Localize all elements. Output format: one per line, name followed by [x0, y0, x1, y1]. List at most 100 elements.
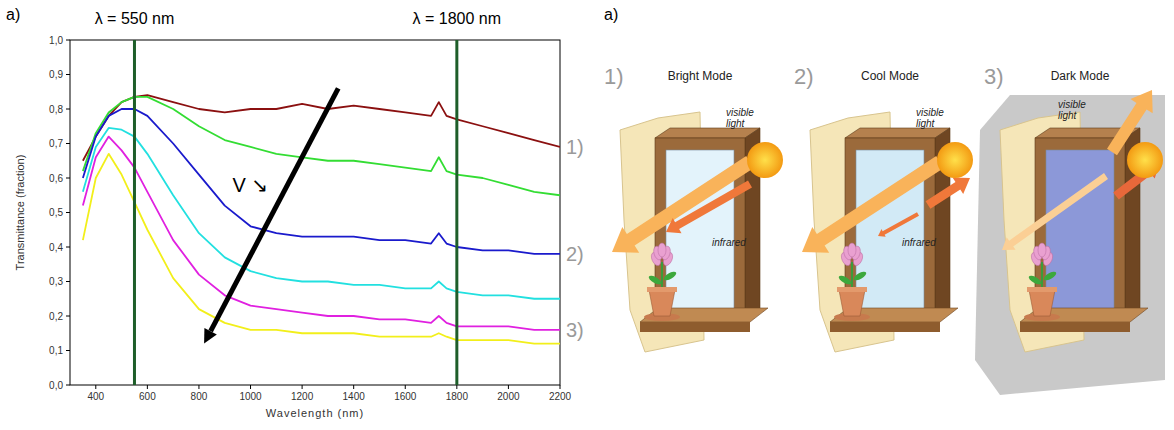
x-tick — [353, 385, 354, 389]
reference-label: λ = 550 nm — [95, 10, 175, 27]
light-arrow — [612, 156, 754, 253]
pot — [649, 290, 675, 316]
y-tick — [66, 316, 70, 317]
leaf — [662, 270, 677, 282]
x-tick-label: 1000 — [239, 391, 262, 402]
y-tick — [66, 74, 70, 75]
frame-top — [655, 128, 760, 138]
reference-label: λ = 1800 nm — [413, 10, 502, 27]
plot-area — [83, 40, 560, 385]
trend-arrow — [211, 88, 339, 331]
series-line — [83, 109, 560, 254]
y-tick-label: 0,9 — [49, 69, 63, 80]
leaf — [1042, 270, 1057, 282]
label-line: light — [916, 118, 936, 129]
y-tick — [66, 40, 70, 41]
infrared-label: infrared — [712, 237, 746, 248]
series-line — [83, 95, 560, 161]
panel-label: a) — [6, 6, 20, 23]
x-tick-label: 800 — [191, 391, 208, 402]
stem — [851, 262, 853, 287]
y-tick-label: 0,4 — [49, 242, 63, 253]
mode-panel: 1) Bright Mode visiblelight infrared — [604, 64, 783, 352]
x-tick — [405, 385, 406, 389]
shadow — [975, 95, 1165, 395]
panel-number: 3) — [984, 64, 1004, 89]
panel-number: 1) — [604, 64, 624, 89]
panel-title: Dark Mode — [1051, 69, 1110, 83]
y-tick-label: 0,6 — [49, 173, 63, 184]
sun — [1127, 142, 1163, 178]
pot-rim — [1027, 287, 1057, 292]
sill-front — [640, 322, 750, 332]
y-tick — [66, 212, 70, 213]
x-tick-label: 1200 — [291, 391, 314, 402]
series-line — [83, 154, 560, 344]
figure: a)0,00,10,20,30,40,50,60,70,80,91,040060… — [0, 0, 1174, 430]
light-arrow — [666, 181, 752, 234]
x-tick — [198, 385, 199, 389]
x-tick — [302, 385, 303, 389]
label-line: light — [1058, 110, 1078, 121]
label-line: visible — [1058, 99, 1086, 110]
chart: a)0,00,10,20,30,40,50,60,70,80,91,040060… — [6, 6, 584, 419]
label-line: visible — [726, 107, 754, 118]
y-axis-title: Transmittance (fraction) — [14, 155, 26, 271]
y-tick — [66, 143, 70, 144]
sun — [937, 142, 973, 178]
stem — [661, 262, 663, 287]
y-tick-label: 1,0 — [49, 35, 63, 46]
x-tick — [95, 385, 96, 389]
light-arrow — [878, 212, 919, 237]
light-arrow — [802, 156, 944, 253]
y-tick-label: 0,2 — [49, 311, 63, 322]
series-line — [83, 128, 560, 299]
sill-front — [830, 322, 940, 332]
reference-line — [455, 40, 458, 385]
visible-label: visiblelight — [1058, 99, 1086, 121]
y-tick-label: 0,0 — [49, 380, 63, 391]
x-tick — [560, 385, 561, 389]
series-line — [83, 137, 560, 330]
leaf — [837, 274, 852, 286]
x-tick — [250, 385, 251, 389]
petal — [658, 243, 666, 257]
petal — [1038, 243, 1046, 257]
diagram: a)1)Bright Modevisiblelightinfrared2)Coo… — [604, 6, 1165, 395]
x-axis-title: Wavelength (nm) — [266, 407, 364, 419]
y-tick-label: 0,5 — [49, 207, 63, 218]
leaf — [1027, 274, 1042, 286]
y-tick — [66, 247, 70, 248]
panel-label: a) — [604, 6, 618, 23]
x-tick-label: 2200 — [549, 391, 572, 402]
series-line — [83, 97, 560, 195]
annotation: V ↘ — [232, 174, 268, 196]
visible-label: visiblelight — [726, 107, 754, 129]
panel-title: Bright Mode — [668, 69, 733, 83]
x-tick-label: 2000 — [497, 391, 520, 402]
plot-frame — [70, 40, 560, 385]
panel-title: Cool Mode — [861, 69, 919, 83]
pot — [839, 290, 865, 316]
y-tick — [66, 281, 70, 282]
y-tick — [66, 109, 70, 110]
sill-front — [1020, 322, 1130, 332]
frame-top — [845, 128, 950, 138]
x-tick-label: 400 — [87, 391, 104, 402]
x-tick-label: 1600 — [394, 391, 417, 402]
annotation: 1) — [566, 136, 584, 158]
light-arrow — [926, 178, 970, 209]
label-line: light — [726, 118, 746, 129]
pot — [1029, 290, 1055, 316]
label-line: visible — [916, 107, 944, 118]
y-tick-label: 0,7 — [49, 138, 63, 149]
visible-label: visiblelight — [916, 107, 944, 129]
x-tick — [147, 385, 148, 389]
mode-panel: 2)Cool Modevisiblelightinfrared — [794, 64, 973, 352]
annotation: 2) — [566, 243, 584, 265]
x-tick-label: 600 — [139, 391, 156, 402]
pot-rim — [647, 287, 677, 292]
mode-panel: 3) Dark Mode visiblelight — [975, 64, 1165, 395]
stem — [1041, 262, 1043, 287]
infrared-label: infrared — [902, 237, 936, 248]
